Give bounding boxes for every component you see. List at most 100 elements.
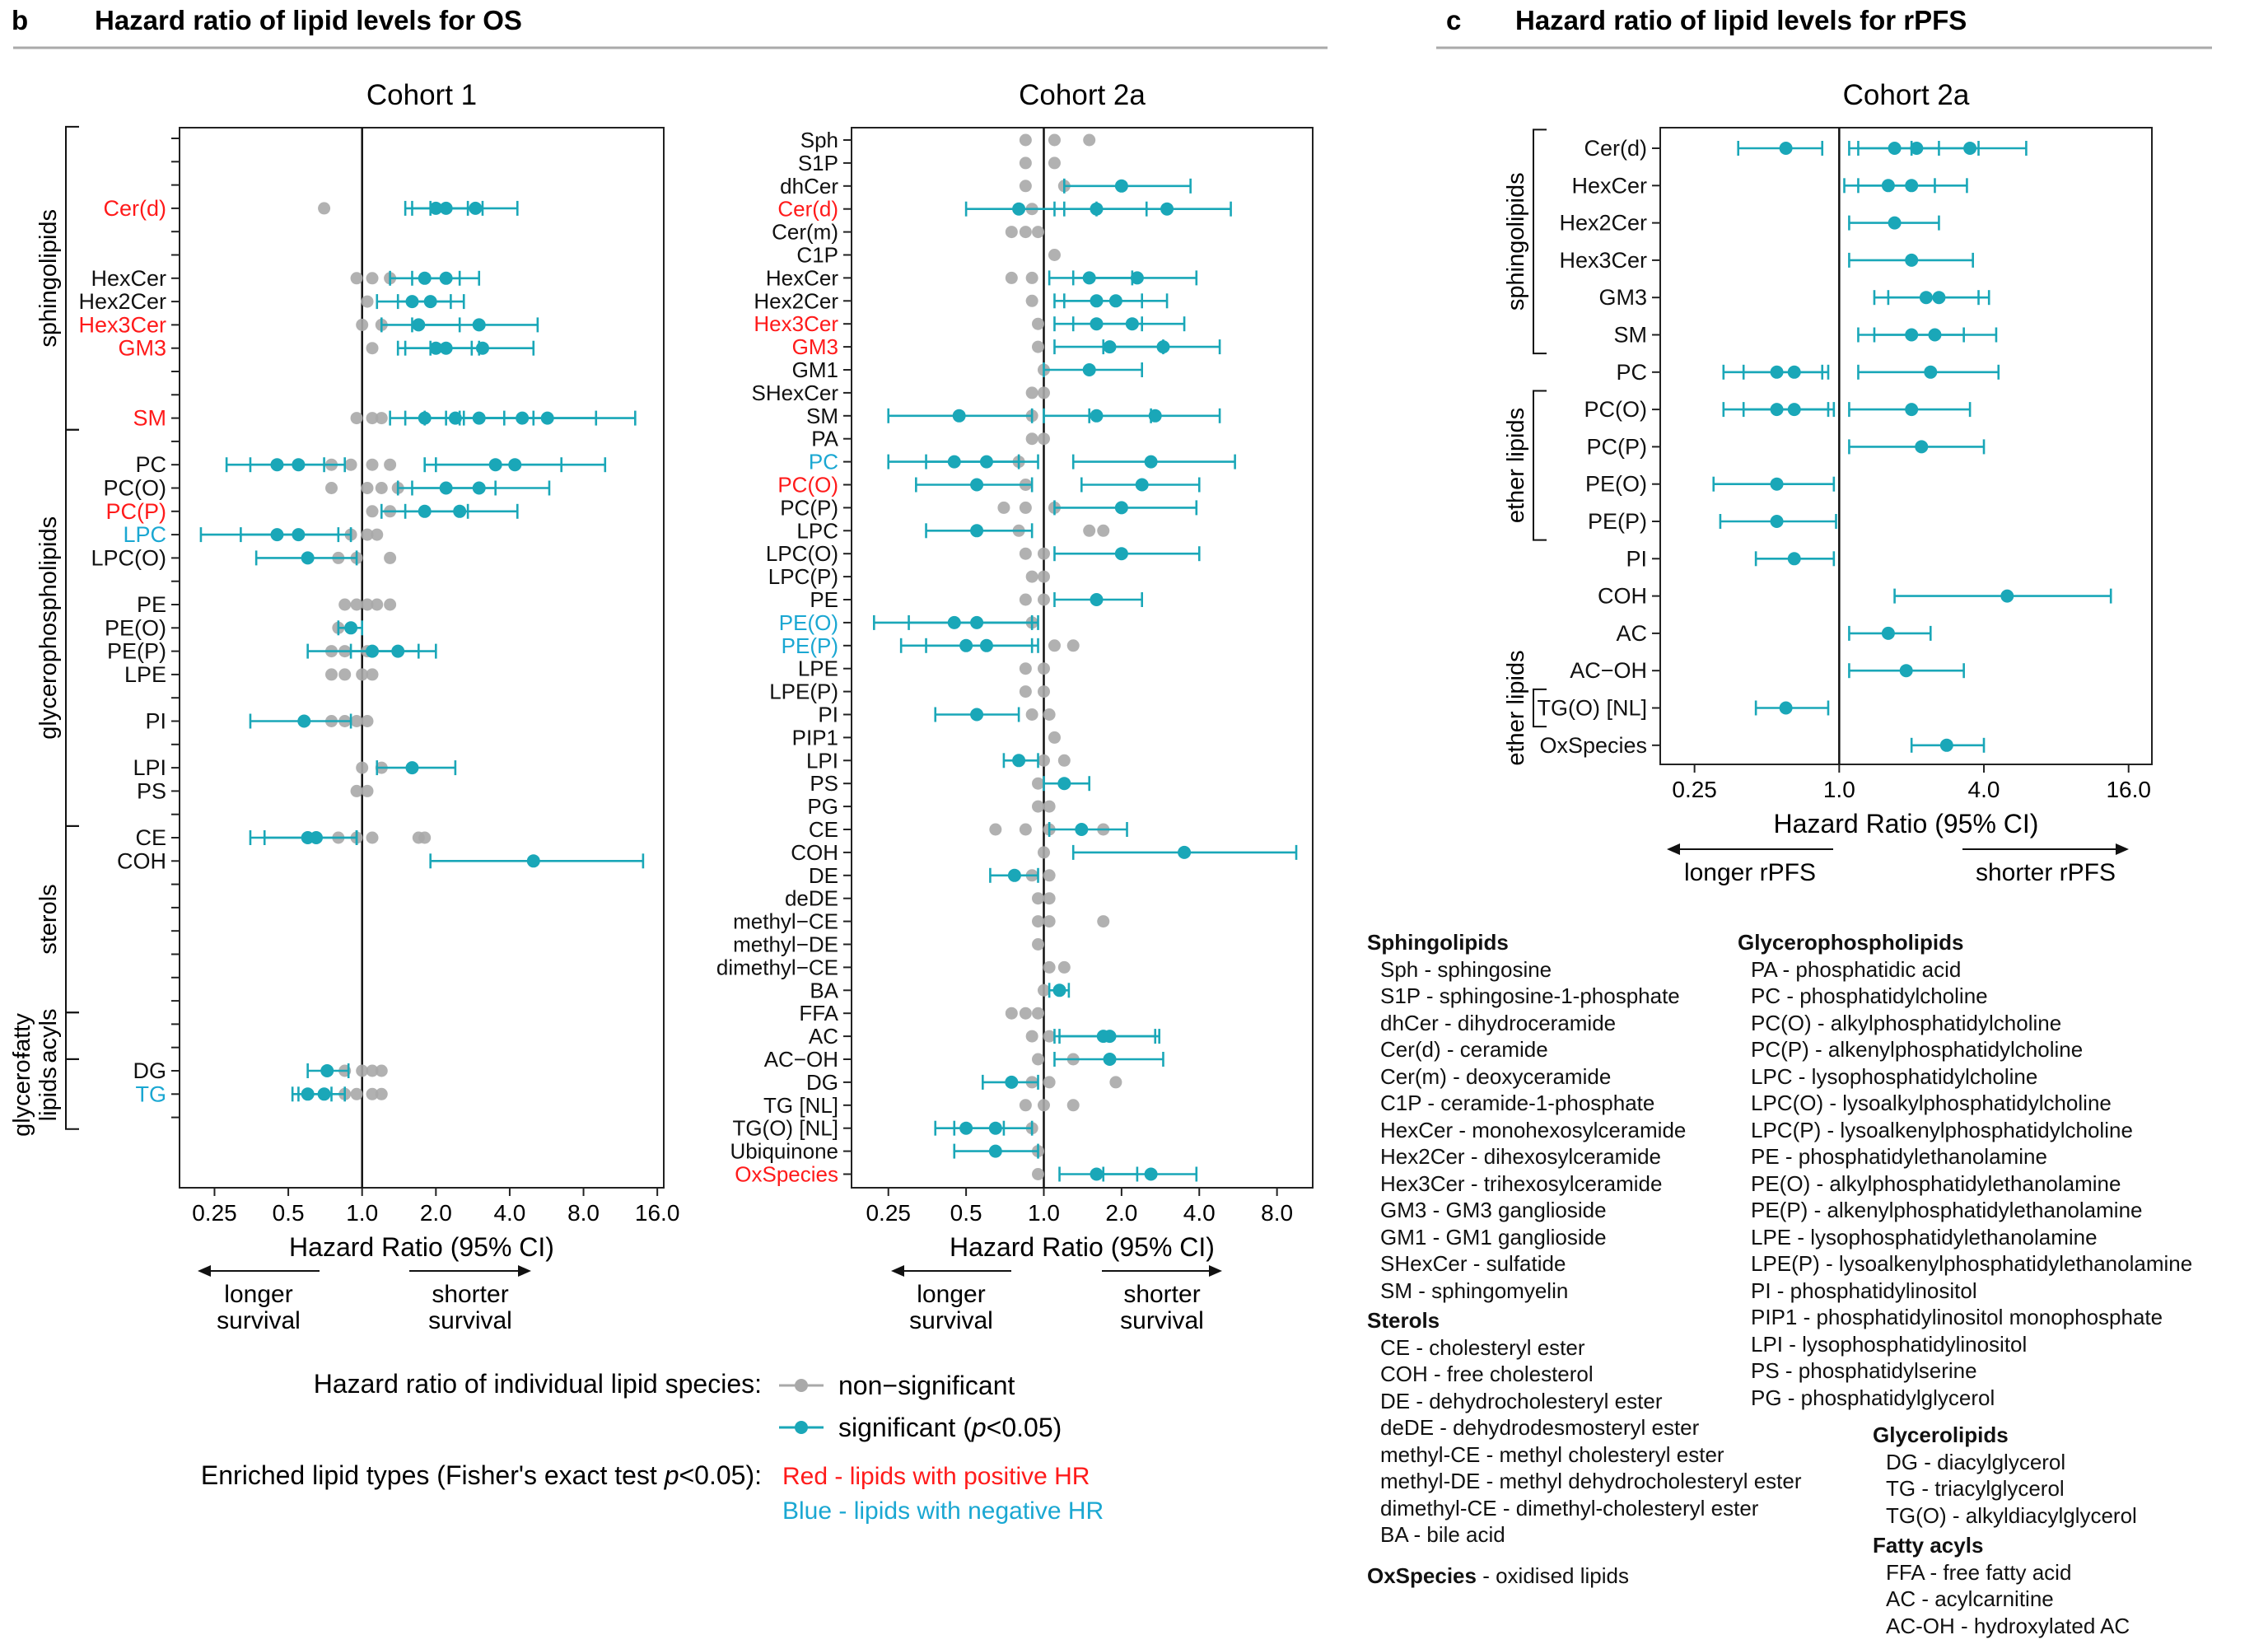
c2-row-label: Hex2Cer — [1559, 211, 1647, 236]
c2-sig-point — [1905, 253, 1919, 267]
c1-row-label: HexCer — [766, 265, 838, 290]
c1-row-label: PC — [809, 450, 838, 474]
c1-nonsig-point — [1097, 915, 1110, 928]
c1-sig-point — [970, 478, 984, 492]
c0-nonsig-point — [366, 668, 379, 681]
c1-nonsig-point — [1048, 156, 1061, 170]
c0-arrow-right-head — [518, 1265, 531, 1277]
c0-row-label: PC — [135, 452, 166, 477]
c2-sig-point — [1963, 142, 1977, 155]
c0-row-label: LPI — [133, 755, 166, 780]
c1-nonsig-point — [1019, 662, 1032, 675]
abbr-item: LPE - lysophosphatidylethanolamine — [1751, 1224, 2098, 1250]
abbr-item: PE(P) - alkenylphosphatidylethanolamine — [1751, 1198, 2143, 1222]
c2-row-label: PC(P) — [1587, 434, 1648, 459]
c1-nonsig-point — [1043, 1030, 1056, 1043]
abbr-item: GM1 - GM1 ganglioside — [1380, 1224, 1607, 1250]
c2-sig-point — [1881, 626, 1895, 640]
c1-row-label: Ubiquinone — [730, 1139, 838, 1164]
c2-group-label: ether lipids — [1503, 650, 1529, 765]
c2-row-label: Hex3Cer — [1559, 248, 1647, 273]
c1-nonsig-point — [1032, 1053, 1045, 1066]
c1-row-label: LPE(P) — [769, 680, 838, 704]
c0-sig-point — [344, 621, 358, 635]
c1-nonsig-point — [1037, 754, 1050, 767]
c0-row-label: PS — [137, 778, 166, 803]
c1-row-label: Hex3Cer — [754, 311, 838, 336]
c0-nonsig-point — [356, 761, 369, 774]
c1-row-label: Sph — [800, 128, 838, 152]
c1-nonsig-point — [1048, 133, 1061, 147]
c1-row-label: DG — [806, 1070, 838, 1095]
c0-nonsig-point — [350, 412, 363, 425]
c1-sig-point — [1135, 478, 1149, 492]
c1-sig-point — [1108, 294, 1122, 308]
c1-sig-point — [988, 1121, 1002, 1135]
c0-nonsig-point — [375, 482, 388, 494]
c2-row-label: PE(P) — [1588, 509, 1647, 534]
c0-nonsig-point — [366, 458, 379, 471]
legend-hr-title: Hazard ratio of individual lipid species… — [314, 1369, 762, 1399]
c0-group-label-line: acyls — [35, 1009, 62, 1063]
c1-nonsig-point — [1057, 754, 1071, 767]
abbr-group-heading: Sphingolipids — [1367, 930, 1509, 955]
c1-nonsig-point — [997, 501, 1010, 514]
abbr-item: S1P - sphingosine-1-phosphate — [1380, 983, 1680, 1008]
abbr-item: PC(O) - alkylphosphatidylcholine — [1751, 1010, 2062, 1035]
c1-nonsig-point — [1037, 846, 1050, 859]
c1-nonsig-point — [1043, 869, 1056, 882]
abbr-item: Hex3Cer - trihexosylceramide — [1380, 1170, 1663, 1196]
abbr-item: LPC(P) - lysoalkenylphosphatidylcholine — [1751, 1117, 2133, 1142]
c1-nonsig-point — [1019, 1007, 1032, 1020]
c0-row-label: Hex3Cer — [78, 312, 166, 337]
c0-sig-point — [292, 528, 306, 542]
c0-x-tick-label: 8.0 — [567, 1200, 600, 1226]
c1-title: Cohort 2a — [1019, 79, 1146, 111]
c1-nonsig-point — [1019, 547, 1032, 560]
c0-row-label: Cer(d) — [103, 196, 166, 221]
c1-nonsig-point — [1109, 1076, 1122, 1089]
c2-sig-point — [1888, 216, 1902, 230]
legend-nonsig-label: non−significant — [838, 1371, 1015, 1400]
c0-group-label-line: sterols — [35, 884, 62, 954]
c1-row-label: PE(P) — [782, 633, 838, 658]
panel-c-title: Hazard ratio of lipid levels for rPFS — [1515, 5, 1967, 35]
c0-nonsig-point — [366, 272, 379, 285]
c0-nonsig-point — [361, 598, 374, 611]
abbr-item: LPE(P) - lysoalkenylphosphatidylethanola… — [1751, 1251, 2193, 1276]
abbr-item: PE - phosphatidylethanolamine — [1751, 1144, 2047, 1169]
c0-x-tick-label: 2.0 — [420, 1200, 452, 1226]
c2-x-tick-label: 0.25 — [1672, 777, 1717, 802]
c1-sig-point — [1114, 179, 1128, 193]
abbr-item: AC-OH - hydroxylated AC — [1886, 1613, 2130, 1638]
c1-nonsig-point — [1019, 226, 1032, 239]
c0-nonsig-point — [375, 412, 388, 425]
abbr-item: AC - acylcarnitine — [1886, 1586, 2054, 1611]
c1-nonsig-point — [1037, 593, 1050, 606]
c1-sig-point — [1156, 340, 1170, 354]
c1-nonsig-point — [1025, 708, 1038, 721]
c0-group-bracket — [65, 824, 79, 1014]
c1-sig-point — [1178, 845, 1192, 859]
c1-nonsig-point — [1019, 685, 1032, 698]
c2-longer-caption-line: longer rPFS — [1684, 859, 1816, 886]
c1-sig-point — [979, 638, 993, 652]
c2-title: Cohort 2a — [1843, 79, 1970, 111]
c0-row-label: CE — [135, 825, 166, 850]
c1-row-label: LPC — [796, 518, 838, 543]
c1-nonsig-point — [1037, 570, 1050, 583]
c1-nonsig-point — [1005, 226, 1018, 239]
c1-sig-point — [1090, 1167, 1104, 1181]
abbr-item: Cer(m) - deoxyceramide — [1380, 1063, 1612, 1089]
c0-nonsig-point — [325, 482, 338, 494]
abbr-item: PE(O) - alkylphosphatidylethanolamine — [1751, 1170, 2121, 1196]
abbr-item: deDE - dehydrodesmosteryl ester — [1380, 1415, 1700, 1440]
c1-nonsig-point — [1032, 1168, 1045, 1180]
c0-row-label: DG — [133, 1058, 167, 1083]
c1-row-label: dimethyl−CE — [716, 955, 838, 979]
c2-sig-point — [1924, 365, 1938, 379]
c1-arrow-right-head — [1209, 1265, 1222, 1277]
abbr-item: methyl-CE - methyl cholesteryl ester — [1380, 1441, 1724, 1467]
c2-row-label: PC — [1616, 360, 1647, 385]
c2-x-tick-label: 4.0 — [1968, 777, 2000, 802]
